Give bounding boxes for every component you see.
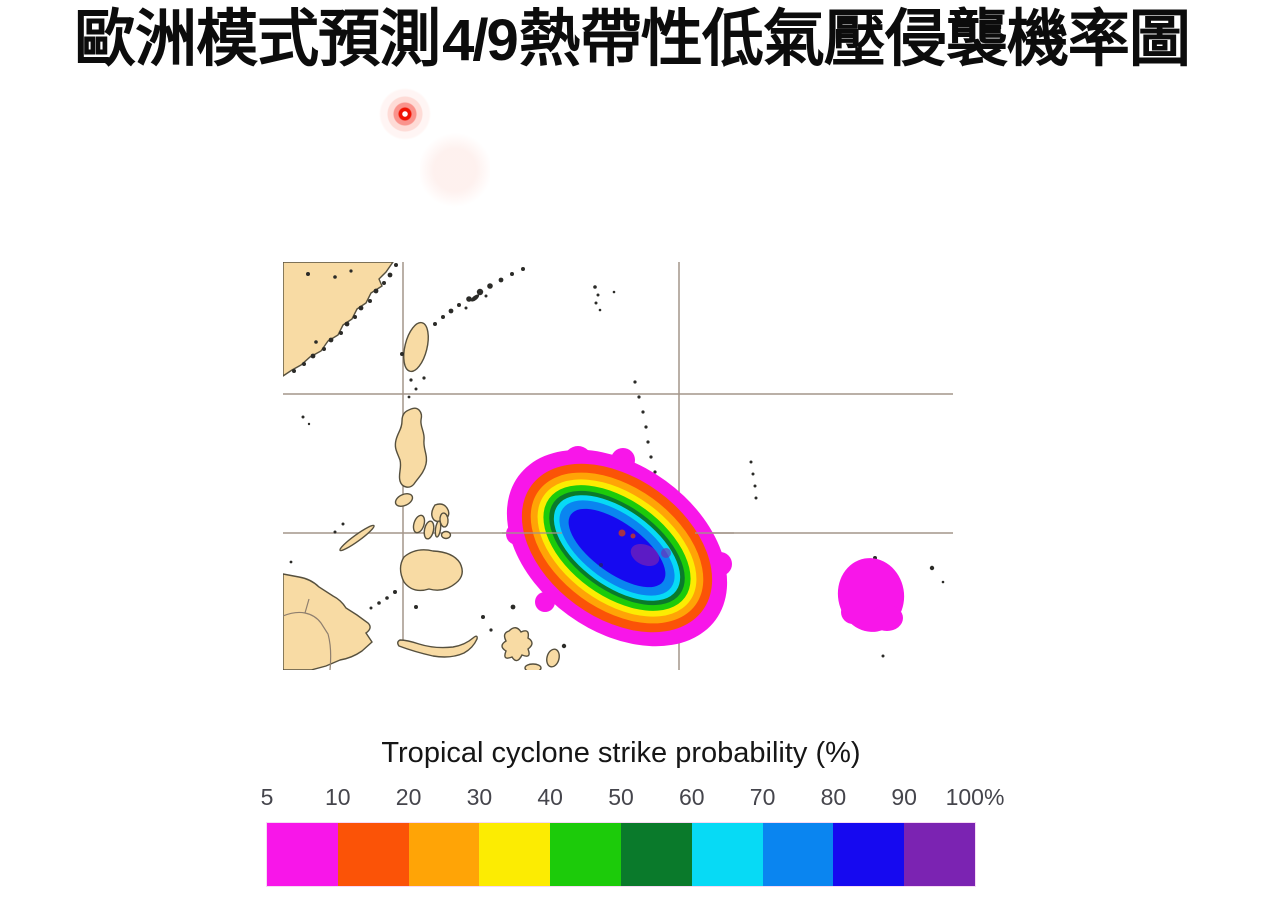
indonesian-islands — [397, 604, 567, 673]
laser-pointer-dot — [377, 86, 433, 142]
legend-bar — [266, 822, 976, 887]
legend-tick: 50 — [608, 784, 634, 810]
legend-color-block — [833, 823, 905, 886]
legend-tick: 5 — [260, 784, 274, 810]
page-title-date: 4/9 — [442, 8, 519, 73]
ryukyu-islands — [433, 267, 525, 326]
china-landmass — [282, 261, 398, 378]
borneo-island — [282, 573, 373, 671]
legend-tick: 70 — [749, 784, 776, 810]
legend-tick: 20 — [395, 784, 422, 810]
legend-color-block — [267, 823, 338, 886]
legend-tick: 10 — [325, 784, 351, 810]
legend-ticks: 5 10 20 30 40 50 60 70 80 90 100% — [261, 784, 1027, 814]
blob-core-spots — [599, 529, 671, 567]
legend-title: Tropical cyclone strike probability (%) — [381, 737, 861, 769]
philippine-islands — [333, 407, 463, 610]
page-title: 歐洲模式預測4/9熱帶性低氣壓侵襲機率圖 — [0, 2, 1264, 79]
page-title-prefix: 歐洲模式預測 — [74, 6, 441, 74]
legend-color-block — [479, 823, 551, 886]
legend-tick: 40 — [537, 784, 563, 810]
legend-color-block — [550, 823, 621, 886]
strike-probability-blob — [502, 446, 734, 647]
legend-color-block — [762, 823, 834, 886]
legend-color-block — [337, 823, 409, 886]
legend-tick: 30 — [466, 784, 493, 810]
legend-color-block — [620, 823, 692, 886]
legend-color-block — [691, 823, 763, 886]
legend-tick: 60 — [679, 784, 705, 810]
laser-pointer-smudge — [420, 130, 490, 210]
legend-tick: 90 — [891, 784, 917, 810]
blob-rings — [506, 449, 728, 647]
legend-tick: 80 — [820, 784, 847, 810]
legend-color-block — [904, 823, 975, 886]
page-title-suffix: 熱帶性低氣壓侵襲機率圖 — [518, 6, 1191, 74]
legend-tick: 100% — [945, 784, 1005, 810]
secondary-probability-blob — [837, 558, 905, 632]
legend-color-block — [408, 823, 480, 886]
forecast-map-svg — [282, 261, 953, 673]
taiwan-island — [400, 321, 429, 399]
forecast-map — [282, 261, 953, 673]
china-coast-islets — [292, 263, 398, 373]
